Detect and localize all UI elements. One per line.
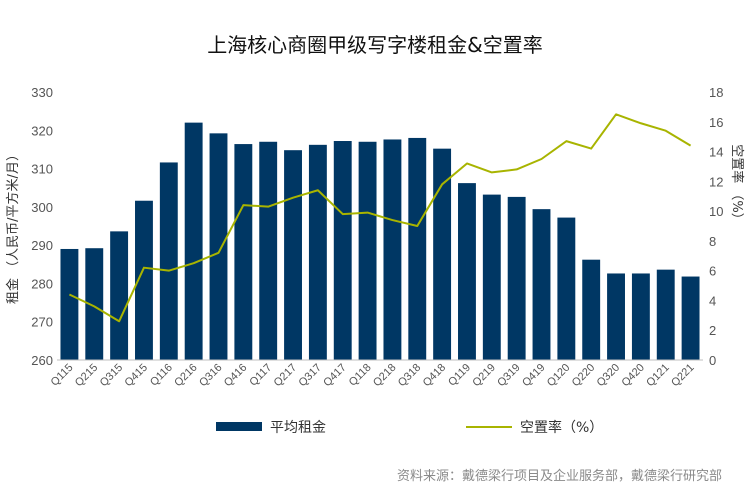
bar-q318 <box>408 137 427 360</box>
bar-q118 <box>358 141 377 360</box>
x-tick-q217: Q217 <box>272 362 300 390</box>
y-right-tick: 10 <box>709 204 723 219</box>
y-right-tick: 4 <box>709 293 716 308</box>
y-left-tick: 310 <box>31 162 53 177</box>
y-left-tick: 260 <box>31 353 53 368</box>
x-axis: Q115Q215Q315Q415Q116Q216Q316Q416Q117Q217… <box>49 362 697 390</box>
y-left-tick: 330 <box>31 85 53 100</box>
bar-q115 <box>60 248 79 360</box>
y-right-tick: 14 <box>709 145 723 160</box>
bar-q320 <box>607 273 625 360</box>
x-tick-q416: Q416 <box>222 362 250 390</box>
bar-q418 <box>433 148 452 360</box>
x-tick-q319: Q319 <box>495 362 523 390</box>
bar-q219 <box>482 194 501 360</box>
x-tick-q116: Q116 <box>148 362 175 389</box>
x-tick-q219: Q219 <box>470 362 498 390</box>
x-tick-q218: Q218 <box>371 362 399 390</box>
y-left-tick: 300 <box>31 200 53 215</box>
bar-q315 <box>110 231 129 360</box>
x-tick-q315: Q315 <box>98 362 126 390</box>
y-right-tick: 16 <box>709 115 723 130</box>
x-tick-q318: Q318 <box>396 362 424 390</box>
y-left-tick: 280 <box>31 276 53 291</box>
bar-q221 <box>681 276 700 360</box>
x-tick-q121: Q121 <box>644 362 672 390</box>
bar-q319 <box>507 196 526 360</box>
y-right-tick: 18 <box>709 85 723 100</box>
x-tick-q221: Q221 <box>669 362 697 390</box>
line-series <box>68 113 692 323</box>
x-tick-q118: Q118 <box>347 362 374 389</box>
legend-bar-label: 平均租金 <box>270 420 326 436</box>
y-axis-left-label: 租金 （人民币/平方米/月） <box>5 148 21 304</box>
y-left-tick: 320 <box>31 123 53 138</box>
x-tick-q419: Q419 <box>520 362 548 390</box>
y-axis-right-label: 空置率 （%） <box>729 144 745 226</box>
y-right-tick: 0 <box>709 353 716 368</box>
bar-q220 <box>582 259 601 360</box>
y-right-tick: 8 <box>709 234 716 249</box>
x-tick-q215: Q215 <box>73 362 101 390</box>
x-tick-q216: Q216 <box>172 362 200 390</box>
x-tick-q415: Q415 <box>123 362 151 390</box>
y-right-tick: 2 <box>709 323 716 338</box>
x-tick-q420: Q420 <box>619 362 647 390</box>
bar-q417 <box>333 141 352 360</box>
bar-q117 <box>259 141 278 360</box>
x-tick-q117: Q117 <box>247 362 274 389</box>
x-tick-q119: Q119 <box>446 362 473 389</box>
bar-q217 <box>284 150 302 360</box>
source-note: 资料来源：戴德梁行项目及企业服务部，戴德梁行研究部 <box>397 468 722 484</box>
x-tick-q220: Q220 <box>570 362 598 390</box>
bar-q216 <box>184 122 203 360</box>
left-axis: 260 270 280 290 300 310 320 330 <box>31 85 53 368</box>
bar-q416 <box>234 144 253 360</box>
x-tick-q317: Q317 <box>296 362 324 390</box>
y-right-tick: 6 <box>709 264 716 279</box>
bar-series <box>60 122 700 360</box>
x-tick-q417: Q417 <box>321 362 349 390</box>
vacancy-line <box>68 113 692 323</box>
y-left-tick: 290 <box>31 238 53 253</box>
x-tick-q316: Q316 <box>197 362 225 390</box>
x-tick-q418: Q418 <box>421 362 449 390</box>
bar-q218 <box>383 139 402 360</box>
bar-q120 <box>557 217 576 360</box>
x-tick-q120: Q120 <box>545 362 573 390</box>
bar-q419 <box>532 209 551 360</box>
bar-q420 <box>631 273 650 360</box>
bar-q116 <box>159 162 178 360</box>
bar-q119 <box>458 183 476 360</box>
legend-line-label: 空置率（%） <box>520 419 603 436</box>
chart-title: 上海核心商圈甲级写字楼租金&空置率 <box>207 33 543 57</box>
x-tick-q320: Q320 <box>595 362 623 390</box>
y-left-tick: 270 <box>31 315 53 330</box>
right-axis: 0 2 4 6 8 10 12 14 16 18 <box>709 85 723 368</box>
bar-q316 <box>209 133 228 360</box>
y-right-tick: 12 <box>709 174 723 189</box>
bar-q415 <box>135 200 153 360</box>
bar-q215 <box>85 248 104 360</box>
legend-bar-swatch <box>216 422 262 431</box>
bar-q317 <box>308 144 327 360</box>
bar-q121 <box>656 269 675 360</box>
